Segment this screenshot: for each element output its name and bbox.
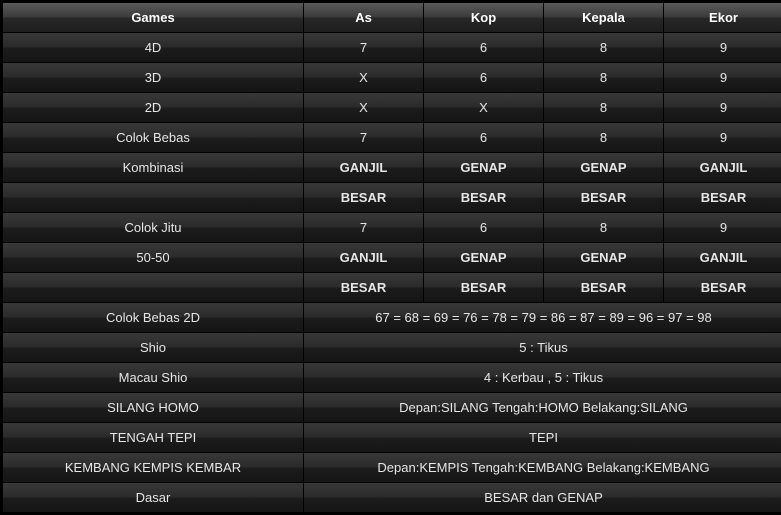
cell-as: 7 [304, 33, 423, 62]
row-label: Colok Bebas [3, 123, 303, 152]
cell-as: BESAR [304, 273, 423, 302]
cell-ekor: BESAR [664, 183, 781, 212]
table-row: 4D7689 [3, 33, 781, 62]
table-row: SILANG HOMODepan:SILANG Tengah:HOMO Bela… [3, 393, 781, 422]
cell-as: X [304, 63, 423, 92]
row-label: 4D [3, 33, 303, 62]
table-row: Colok Bebas 2D67 = 68 = 69 = 76 = 78 = 7… [3, 303, 781, 332]
cell-as: X [304, 93, 423, 122]
cell-kepala: BESAR [544, 273, 663, 302]
cell-as: GANJIL [304, 243, 423, 272]
row-label: 50-50 [3, 243, 303, 272]
table-row: TENGAH TEPITEPI [3, 423, 781, 452]
cell-kop: GENAP [424, 243, 543, 272]
cell-ekor: 9 [664, 93, 781, 122]
row-label: TENGAH TEPI [3, 423, 303, 452]
cell-span-value: 67 = 68 = 69 = 76 = 78 = 79 = 86 = 87 = … [304, 303, 781, 332]
row-label: Shio [3, 333, 303, 362]
cell-as: BESAR [304, 183, 423, 212]
header-as: As [304, 3, 423, 32]
cell-kepala: GENAP [544, 153, 663, 182]
header-kepala: Kepala [544, 3, 663, 32]
header-kop: Kop [424, 3, 543, 32]
row-label: SILANG HOMO [3, 393, 303, 422]
cell-span-value: Depan:KEMPIS Tengah:KEMBANG Belakang:KEM… [304, 453, 781, 482]
header-games: Games [3, 3, 303, 32]
cell-kepala: 8 [544, 93, 663, 122]
cell-kepala: 8 [544, 123, 663, 152]
cell-as: 7 [304, 213, 423, 242]
cell-ekor: 9 [664, 63, 781, 92]
cell-kop: 6 [424, 123, 543, 152]
cell-span-value: 5 : Tikus [304, 333, 781, 362]
row-label: KEMBANG KEMPIS KEMBAR [3, 453, 303, 482]
row-label: 3D [3, 63, 303, 92]
table-row: 3DX689 [3, 63, 781, 92]
cell-kop: 6 [424, 33, 543, 62]
cell-span-value: Depan:SILANG Tengah:HOMO Belakang:SILANG [304, 393, 781, 422]
cell-ekor: GANJIL [664, 243, 781, 272]
table-row: DasarBESAR dan GENAP [3, 483, 781, 512]
cell-as: 7 [304, 123, 423, 152]
row-label: Dasar [3, 483, 303, 512]
table-row: Colok Bebas7689 [3, 123, 781, 152]
cell-ekor: 9 [664, 33, 781, 62]
cell-kepala: GENAP [544, 243, 663, 272]
cell-as: GANJIL [304, 153, 423, 182]
row-label: Colok Jitu [3, 213, 303, 242]
games-table: Games As Kop Kepala Ekor 4D76893DX6892DX… [2, 2, 781, 513]
cell-kop: GENAP [424, 153, 543, 182]
cell-kepala: 8 [544, 63, 663, 92]
cell-span-value: 4 : Kerbau , 5 : Tikus [304, 363, 781, 392]
table-row: BESARBESARBESARBESAR [3, 183, 781, 212]
cell-ekor: BESAR [664, 273, 781, 302]
cell-kop: X [424, 93, 543, 122]
cell-kop: 6 [424, 63, 543, 92]
cell-kepala: BESAR [544, 183, 663, 212]
table-row: Macau Shio4 : Kerbau , 5 : Tikus [3, 363, 781, 392]
table-row: BESARBESARBESARBESAR [3, 273, 781, 302]
table-row: KEMBANG KEMPIS KEMBARDepan:KEMPIS Tengah… [3, 453, 781, 482]
cell-span-value: BESAR dan GENAP [304, 483, 781, 512]
cell-ekor: 9 [664, 213, 781, 242]
cell-ekor: GANJIL [664, 153, 781, 182]
row-label [3, 273, 303, 302]
table-row: 50-50GANJILGENAPGENAPGANJIL [3, 243, 781, 272]
cell-kop: 6 [424, 213, 543, 242]
cell-kop: BESAR [424, 183, 543, 212]
row-label: Colok Bebas 2D [3, 303, 303, 332]
header-row: Games As Kop Kepala Ekor [3, 3, 781, 32]
cell-kop: BESAR [424, 273, 543, 302]
cell-span-value: TEPI [304, 423, 781, 452]
row-label: Macau Shio [3, 363, 303, 392]
cell-ekor: 9 [664, 123, 781, 152]
cell-kepala: 8 [544, 213, 663, 242]
table-row: 2DXX89 [3, 93, 781, 122]
cell-kepala: 8 [544, 33, 663, 62]
table-row: Shio5 : Tikus [3, 333, 781, 362]
table-row: Colok Jitu7689 [3, 213, 781, 242]
row-label: 2D [3, 93, 303, 122]
table-row: KombinasiGANJILGENAPGENAPGANJIL [3, 153, 781, 182]
header-ekor: Ekor [664, 3, 781, 32]
row-label: Kombinasi [3, 153, 303, 182]
row-label [3, 183, 303, 212]
